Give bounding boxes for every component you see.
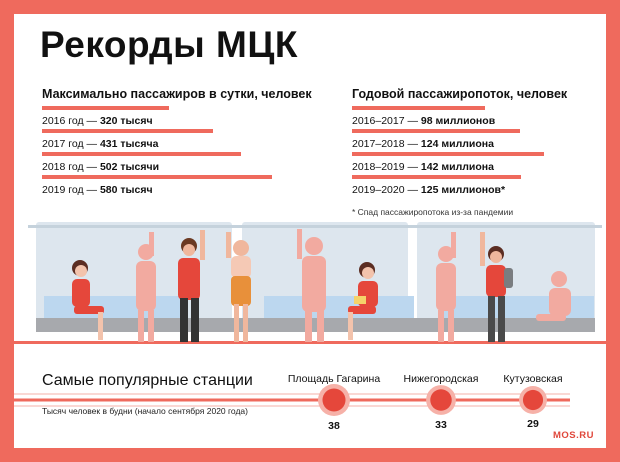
- station-value: 33: [435, 418, 447, 431]
- passenger-standing-woman: [226, 232, 251, 342]
- stations-subtitle: Тысяч человек в будни (начало сентября 2…: [42, 406, 248, 416]
- daily-record-value: 320 тысяч: [99, 115, 153, 127]
- silhouette-leg: [448, 310, 454, 342]
- daily-record-category: 2017 год: [42, 138, 84, 150]
- annual-traffic-title: Годовой пассажиропоток, человек: [352, 87, 568, 101]
- stations-title: Самые популярные станции: [42, 372, 253, 389]
- daily-record-bar: [42, 106, 169, 110]
- daily-record-value: 431 тысяча: [99, 138, 159, 150]
- annual-traffic-label: 2019–2020 — 125 миллионов*: [352, 184, 506, 196]
- daily-records-title: Максимально пассажиров в сутки, человек: [42, 87, 312, 101]
- platform-line: [14, 341, 606, 344]
- silhouette-leg: [148, 310, 154, 342]
- daily-record-label: 2017 год — 431 тысяча: [42, 138, 159, 150]
- annual-traffic-category: 2018–2019: [352, 161, 405, 173]
- silhouette-leg: [438, 310, 444, 342]
- annual-traffic-category: 2019–2020: [352, 184, 405, 196]
- seat-left: [44, 296, 184, 318]
- station-marker: [318, 384, 350, 416]
- station-value: 38: [328, 420, 340, 432]
- passenger-standing-man: [178, 230, 205, 342]
- station-marker-core: [522, 389, 544, 411]
- handrail: [28, 225, 602, 228]
- page-title: Рекорды МЦК: [40, 24, 298, 65]
- silhouette-leg: [305, 310, 312, 342]
- silhouette-body: [136, 261, 156, 311]
- annual-traffic-value: 124 миллиона: [420, 138, 494, 150]
- infographic-card: Рекорды МЦК Максимально пассажиров в сут…: [14, 14, 606, 448]
- metro-car-illustration: [14, 222, 606, 344]
- daily-record-bar: [42, 129, 213, 133]
- seat-middle: [264, 296, 414, 318]
- station-marker: [519, 386, 547, 414]
- daily-record-label: 2019 год — 580 тысяч: [42, 184, 153, 196]
- seat-right: [444, 296, 594, 318]
- silhouette-body: [549, 288, 571, 316]
- silhouette-lap: [536, 314, 566, 321]
- station-name: Нижегородская: [403, 373, 479, 385]
- daily-record-category: 2018 год: [42, 161, 84, 173]
- silhouette-head: [551, 271, 567, 287]
- annual-traffic-bar: [352, 175, 521, 179]
- station-marker-core: [430, 389, 452, 411]
- silhouette-leg: [138, 310, 144, 342]
- passenger-standing-backpack: [480, 232, 513, 342]
- silhouette-head: [305, 237, 323, 255]
- silhouette-body: [436, 263, 456, 311]
- daily-record-label: 2016 год — 320 тысяч: [42, 115, 153, 127]
- daily-record-category: 2019 год: [42, 184, 84, 196]
- station-value: 29: [527, 417, 539, 430]
- passenger-seated-woman: [72, 260, 104, 340]
- silhouette-body: [302, 256, 326, 312]
- daily-record-bar: [42, 175, 272, 179]
- annual-traffic-label: 2018–2019 — 142 миллиона: [352, 161, 494, 173]
- station-marker-core: [322, 388, 346, 412]
- pandemic-footnote: * Спад пассажиропотока из-за пандемии: [352, 207, 514, 217]
- silhouette-arm: [149, 232, 154, 256]
- annual-traffic-value: 98 миллионов: [420, 115, 496, 127]
- station-name: Кутузовская: [503, 373, 563, 385]
- annual-traffic-category: 2016–2017: [352, 115, 405, 127]
- silhouette-head: [438, 246, 454, 262]
- daily-record-label: 2018 год — 502 тысячи: [42, 161, 160, 173]
- annual-traffic-bar: [352, 106, 485, 110]
- silhouette-arm: [297, 229, 302, 259]
- station-marker: [426, 385, 456, 415]
- silhouette-arm: [451, 232, 456, 258]
- silhouette-leg: [317, 310, 324, 342]
- daily-record-value: 580 тысяч: [99, 184, 153, 196]
- car-floor: [36, 318, 595, 332]
- daily-record-value: 502 тысячи: [99, 161, 160, 173]
- daily-record-category: 2016 год: [42, 115, 84, 127]
- annual-traffic-label: 2017–2018 — 124 миллиона: [352, 138, 494, 150]
- annual-traffic-label: 2016–2017 — 98 миллионов: [352, 115, 496, 127]
- annual-traffic-category: 2017–2018: [352, 138, 405, 150]
- annual-traffic-value: 125 миллионов*: [420, 184, 506, 196]
- silhouette-group: [136, 229, 571, 342]
- station-name: Площадь Гагарина: [287, 373, 381, 385]
- brand-logo: MOS.RU: [553, 430, 594, 441]
- annual-traffic-value: 142 миллиона: [420, 161, 494, 173]
- passenger-seated-reader: [348, 262, 378, 340]
- annual-traffic-bar: [352, 129, 520, 133]
- daily-record-bar: [42, 152, 241, 156]
- annual-traffic-bar: [352, 152, 544, 156]
